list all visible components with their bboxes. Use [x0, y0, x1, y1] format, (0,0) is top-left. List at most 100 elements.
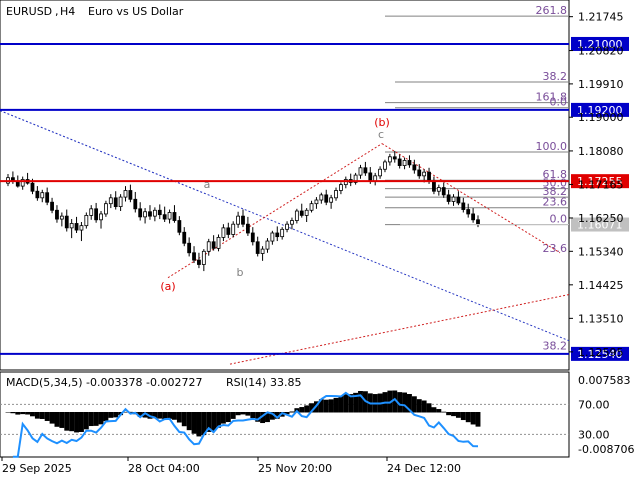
price-level-tag — [571, 102, 629, 117]
candle-body — [250, 232, 255, 243]
candle-body — [20, 179, 25, 187]
price-level-tag-label: 1.21000 — [577, 38, 623, 51]
macd-bar — [411, 396, 417, 413]
candle-body — [113, 197, 118, 208]
candle-body — [104, 203, 108, 215]
candle-body — [476, 219, 480, 225]
candle-body — [319, 194, 324, 201]
candle-body — [397, 158, 402, 166]
macd-bar — [225, 412, 231, 423]
candle-body — [441, 187, 446, 196]
macd-bar — [34, 412, 40, 419]
candle-body — [74, 223, 79, 231]
candle-body — [461, 202, 466, 210]
macd-bar — [186, 412, 192, 431]
macd-bar — [323, 399, 329, 413]
macd-bar — [441, 411, 447, 413]
x-tick-label: 28 Oct 04:00 — [128, 462, 200, 475]
wave-label: b — [237, 266, 244, 279]
macd-bar — [176, 412, 182, 423]
candle-body — [383, 161, 387, 170]
macd-bar — [269, 412, 275, 420]
macd-bar — [397, 392, 403, 413]
macd-bar — [436, 409, 442, 413]
fib-label-right: 161.8 — [536, 91, 568, 104]
rsi-level-label: 70.00 — [578, 398, 610, 411]
macd-bar — [49, 412, 55, 424]
macd-bar — [25, 412, 31, 415]
y-tick-label: 1.15340 — [578, 245, 624, 258]
chart-symbol: EURUSD — [6, 5, 52, 18]
candle-body — [329, 197, 334, 203]
price-axis: 1.21000 1.19200 1.17255 1.12540 1.16071 1.217… — [569, 11, 629, 361]
macd-bar — [127, 411, 133, 413]
time-axis: 29 Sep 2025 28 Oct 04:00 25 Nov 20:00 24 De… — [1, 457, 461, 475]
macd-bar — [348, 394, 354, 413]
price-level-tag-label: 1.19200 — [577, 104, 623, 117]
macd-bar — [98, 412, 104, 425]
macd-bar — [230, 412, 236, 419]
macd-bar — [59, 412, 65, 428]
candle-body — [152, 209, 157, 217]
macd-bar — [196, 412, 202, 437]
candle-body — [172, 212, 177, 221]
candle-body — [197, 259, 201, 265]
macd-bar — [421, 400, 427, 413]
macd-bar — [328, 399, 334, 413]
rsi-line — [12, 391, 479, 458]
macd-bar — [455, 412, 461, 418]
candle-body — [255, 241, 260, 254]
candle-body — [422, 171, 427, 177]
candle-body — [133, 198, 138, 210]
candle-body — [324, 194, 329, 203]
candle-body — [427, 171, 431, 182]
macd-bar — [152, 412, 158, 419]
trend-lines — [0, 110, 570, 365]
candle-body — [432, 180, 436, 192]
macd-bar — [309, 403, 314, 413]
macd-bar — [5, 412, 11, 413]
macd-bar — [353, 392, 359, 413]
macd-bar — [402, 392, 408, 413]
candle-body — [378, 168, 382, 177]
candle-body — [314, 199, 319, 205]
candle-body — [299, 210, 304, 216]
candle-body — [94, 208, 99, 221]
chart-description: Euro vs US Dollar — [88, 5, 184, 18]
candle-body — [192, 252, 196, 261]
price-level-tag-label: 1.12540 — [577, 348, 623, 361]
candle-body — [177, 220, 182, 233]
fib-label-right: 50.0 — [543, 177, 568, 190]
candle-body — [89, 208, 94, 216]
candle-body — [402, 160, 407, 166]
macd-bar — [407, 394, 412, 413]
macd-bar — [142, 412, 148, 418]
candle-body — [99, 213, 103, 221]
wave-label: (a) — [160, 280, 175, 293]
y-tick-label: 1.20820 — [578, 45, 624, 58]
macd-bar — [255, 412, 261, 422]
candle-body — [309, 203, 314, 211]
candle-body — [436, 187, 441, 192]
macd-bar — [54, 412, 60, 427]
fib-label-low: 23.6 — [543, 242, 568, 255]
fib-label-right: 23.6 — [543, 196, 568, 209]
macd-bar — [338, 396, 344, 413]
y-tick-label: 1.12595 — [578, 346, 624, 359]
y-tick-label: 1.19000 — [578, 111, 624, 124]
wave-label: c — [378, 128, 384, 141]
wave-labels: (a) (b) a b c — [160, 116, 389, 293]
price-levels — [0, 42, 569, 355]
price-level-tag — [571, 346, 629, 361]
x-tick-label: 25 Nov 20:00 — [258, 462, 332, 475]
macd-bar — [260, 412, 266, 424]
macd-bar — [74, 412, 79, 433]
x-tick-label: 24 Dec 12:00 — [387, 462, 461, 475]
candle-body — [285, 223, 289, 230]
macd-bar — [191, 412, 197, 434]
candle-body — [35, 190, 40, 199]
macd-bar — [103, 412, 109, 422]
candle-body — [211, 241, 216, 249]
macd-bar — [137, 412, 143, 417]
